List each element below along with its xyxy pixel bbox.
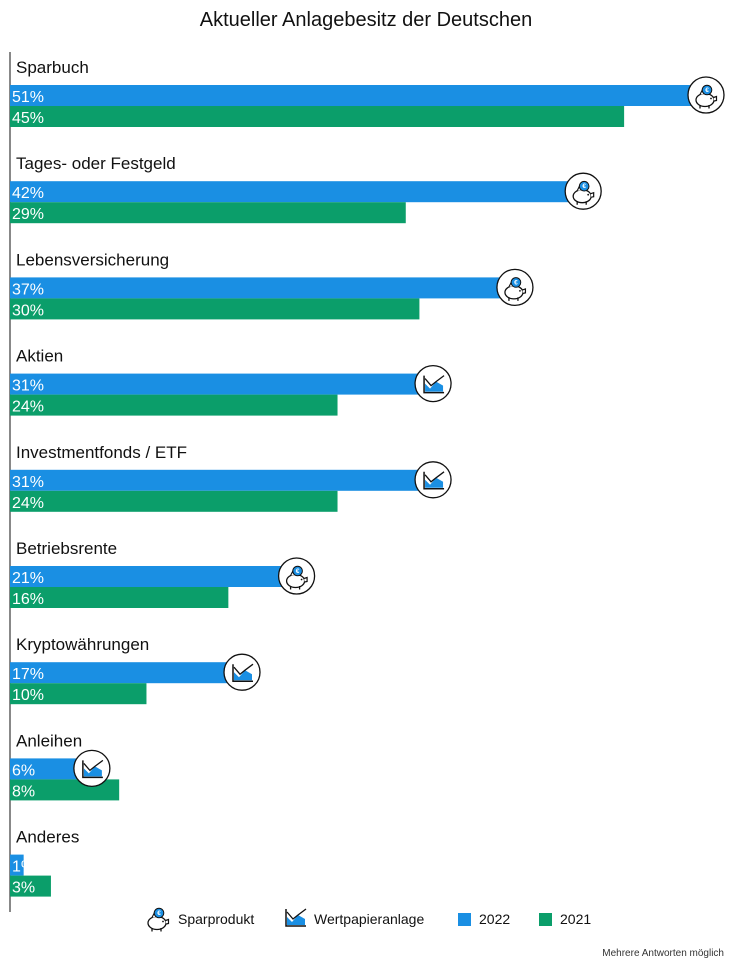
category-label: Anderes <box>16 828 79 847</box>
legend-label-2021: 2021 <box>560 911 591 927</box>
category-label: Aktien <box>16 347 63 366</box>
chart-icon <box>414 461 452 499</box>
bar-2021 <box>10 106 625 127</box>
data-label-2021: 45% <box>12 110 44 127</box>
category-group-betriebsrente: Betriebsrente 21% 16% <box>10 539 316 608</box>
category-label: Kryptowährungen <box>16 635 149 654</box>
data-label-2021: 24% <box>12 399 44 416</box>
category-group-anleihen: Anleihen 6% 8% <box>10 731 120 801</box>
bar-2021 <box>10 875 51 897</box>
data-label-2021: 3% <box>12 880 35 897</box>
legend-swatch-2021 <box>539 913 552 926</box>
data-label-2022: 17% <box>12 666 44 683</box>
bar-2022 <box>10 277 515 299</box>
category-label: Investmentfonds / ETF <box>16 443 187 462</box>
bar-2022 <box>10 566 297 587</box>
piggy-bank-icon <box>496 268 534 307</box>
legend-label-2022: 2022 <box>479 911 510 927</box>
data-label-2021: 16% <box>12 591 44 608</box>
piggy-bank-icon <box>277 557 316 595</box>
data-label-2022: 1% <box>12 859 35 876</box>
category-group-kryptowa-hrungen: Kryptowährungen 17% 10% <box>10 635 261 705</box>
chart-icon <box>73 749 111 788</box>
data-label-2022: 42% <box>12 185 44 202</box>
chart-title: Aktueller Anlagebesitz der Deutschen <box>200 9 532 31</box>
bar-2022 <box>10 662 242 684</box>
legend: Sparprodukt Wertpapieranlage 2022 2021 <box>147 907 591 933</box>
bar-2021 <box>10 587 229 608</box>
bar-2022 <box>10 373 434 395</box>
data-label-2021: 10% <box>12 687 44 704</box>
bar-2022 <box>10 181 584 203</box>
category-label: Anleihen <box>16 731 82 750</box>
data-label-2022: 37% <box>12 281 44 298</box>
data-label-2022: 21% <box>12 570 44 587</box>
category-group-lebensversicherung: Lebensversicherung 37% 30% <box>10 250 534 320</box>
bar-2021 <box>10 394 338 416</box>
data-label-2021: 30% <box>12 302 44 319</box>
legend-item-wertpapieranlage: Wertpapieranlage <box>285 908 424 927</box>
piggy-bank-icon <box>564 172 602 210</box>
bar-2021 <box>10 298 420 320</box>
data-label-2022: 51% <box>12 89 44 106</box>
bar-2022 <box>10 469 434 491</box>
data-label-2021: 8% <box>12 783 35 800</box>
category-label: Tages- oder Festgeld <box>16 154 176 173</box>
bar-2021 <box>10 490 338 512</box>
bar-2022 <box>10 758 92 780</box>
data-label-2021: 24% <box>12 495 44 512</box>
category-label: Betriebsrente <box>16 539 117 558</box>
category-group-anderes: Anderes 1% 3% <box>10 828 79 897</box>
category-group-tages-oder-festgeld: Tages- oder Festgeld 42% 29% <box>10 154 602 224</box>
bar-2022 <box>10 854 24 876</box>
legend-item-sparprodukt: Sparprodukt <box>147 907 254 933</box>
chart-icon <box>414 364 452 403</box>
bar-2021 <box>10 202 406 224</box>
chart-icon <box>223 653 261 691</box>
data-label-2022: 31% <box>12 378 44 395</box>
legend-swatch-2022 <box>458 913 471 926</box>
category-group-sparbuch: Sparbuch 51% 45% <box>10 58 725 127</box>
legend-item-2021: 2021 <box>539 911 591 927</box>
data-label-2022: 31% <box>12 474 44 491</box>
category-group-investmentfonds-etf: Investmentfonds / ETF 31% 24% <box>10 443 452 512</box>
chart-icon <box>285 908 307 927</box>
legend-item-2022: 2022 <box>458 911 510 927</box>
piggy-bank-icon <box>147 907 170 933</box>
category-label: Sparbuch <box>16 58 89 77</box>
footnote: Mehrere Antworten möglich <box>602 948 724 959</box>
data-label-2022: 6% <box>12 762 35 779</box>
category-label: Lebensversicherung <box>16 250 169 269</box>
legend-label-sparprodukt: Sparprodukt <box>178 911 254 927</box>
bar-2021 <box>10 683 147 705</box>
legend-label-wertpapieranlage: Wertpapieranlage <box>314 911 424 927</box>
category-group-aktien: Aktien 31% 24% <box>10 347 452 416</box>
data-label-2021: 29% <box>12 206 44 223</box>
bar-2022 <box>10 85 706 106</box>
piggy-bank-icon <box>687 76 725 114</box>
